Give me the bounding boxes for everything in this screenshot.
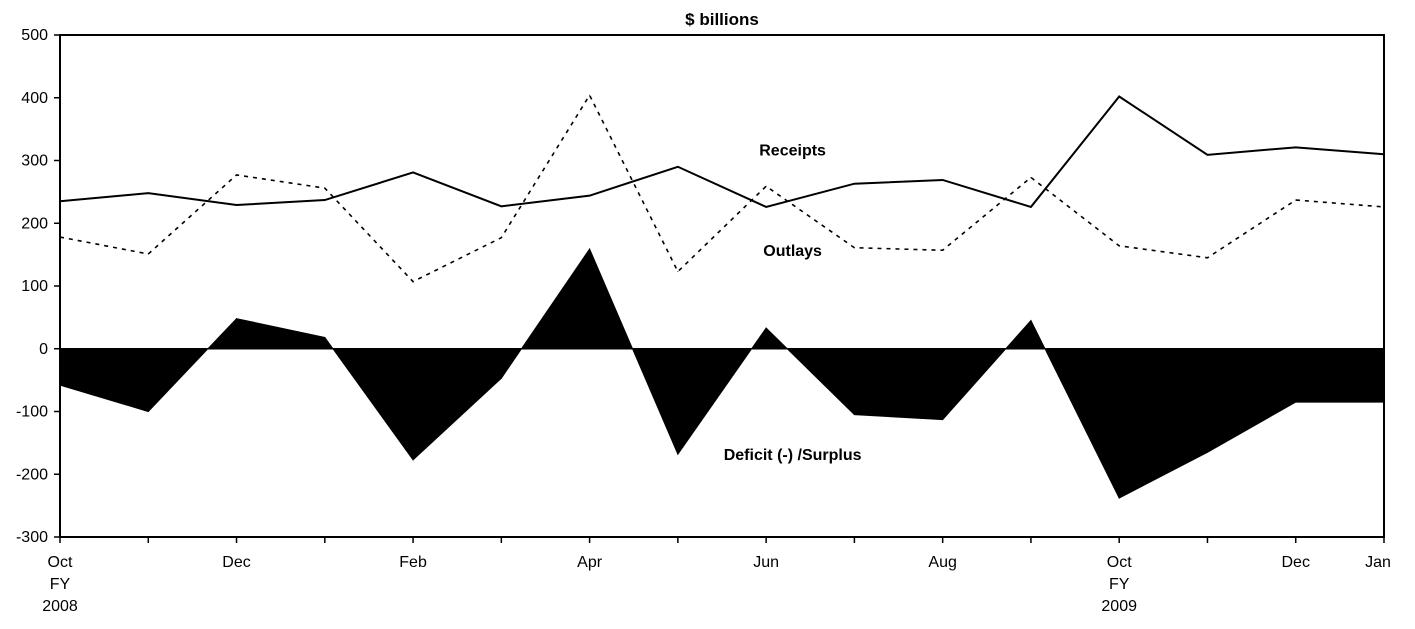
series-lines-layer — [60, 95, 1385, 282]
outlays-point-12 — [1119, 245, 1120, 246]
receipts-point-10 — [942, 179, 943, 180]
deficit-point-8 — [766, 328, 767, 329]
outlays-point-10 — [942, 250, 943, 251]
receipts-line — [60, 96, 1384, 206]
receipts-point-11 — [1030, 206, 1031, 207]
annotation-layer: Receipts Outlays Deficit (-) /Surplus — [724, 142, 862, 463]
deficit-area-layer — [60, 248, 1385, 498]
receipts-point-8 — [766, 206, 767, 207]
deficit-point-9 — [854, 414, 855, 415]
y-tick-label-100: 100 — [21, 278, 48, 295]
receipts-point-9 — [854, 183, 855, 184]
deficit-point-5 — [501, 378, 502, 379]
deficit-point-13 — [1207, 452, 1208, 453]
y-tick-label-0: 0 — [39, 341, 48, 358]
y-tick-label-200: 200 — [21, 215, 48, 232]
deficit-point-6 — [589, 248, 590, 249]
receipts-point-13 — [1207, 154, 1208, 155]
chart-title: $ billions — [685, 10, 759, 29]
x-tick-label-8: Jun — [753, 554, 779, 571]
outlays-point-8 — [766, 186, 767, 187]
y-tick-label-400: 400 — [21, 90, 48, 107]
outlays-point-9 — [854, 247, 855, 248]
annotation-0: Receipts — [759, 142, 826, 159]
deficit-point-7 — [677, 454, 678, 455]
y-tick-label--300: -300 — [16, 529, 48, 546]
deficit-point-10 — [942, 419, 943, 420]
x-tick-label-10: Aug — [928, 554, 956, 571]
x-tick-label-2: Dec — [222, 554, 250, 571]
deficit-point-2 — [236, 318, 237, 319]
deficit-point-1 — [148, 411, 149, 412]
deficit-point-3 — [324, 337, 325, 338]
receipts-point-2 — [236, 205, 237, 206]
x-tick-label-12: Oct FY 2009 — [1101, 554, 1137, 615]
receipts-point-14 — [1295, 147, 1296, 148]
x-tick-label-14: Dec — [1282, 554, 1310, 571]
deficit-point-12 — [1119, 498, 1120, 499]
y-tick-label--200: -200 — [16, 466, 48, 483]
receipts-point-4 — [413, 172, 414, 173]
outlays-point-3 — [324, 188, 325, 189]
deficit-point-14 — [1295, 402, 1296, 403]
x-tick-label-6: Apr — [577, 554, 603, 571]
outlays-point-13 — [1207, 257, 1208, 258]
deficit-surplus-area — [60, 249, 1384, 498]
outlays-point-4 — [413, 281, 414, 282]
outlays-point-14 — [1295, 200, 1296, 201]
x-tick-label-15: Jan — [1365, 554, 1391, 571]
outlays-line — [60, 95, 1384, 281]
x-tick-label-4: Feb — [399, 554, 427, 571]
outlays-point-11 — [1030, 177, 1031, 178]
receipts-point-12 — [1119, 96, 1120, 97]
axes-layer: 500 400 300 200 100 0 -100 -200 -300 Oct FY 2008 Dec… — [16, 27, 1391, 615]
outlays-point-7 — [677, 271, 678, 272]
outlays-point-1 — [148, 253, 149, 254]
deficit-point-11 — [1030, 320, 1031, 321]
annotation-2: Deficit (-) /Surplus — [724, 447, 862, 464]
receipts-point-3 — [324, 200, 325, 201]
receipts-point-6 — [589, 195, 590, 196]
x-tick-label-0: Oct FY 2008 — [42, 554, 78, 615]
deficit-point-4 — [413, 459, 414, 460]
y-tick-label--100: -100 — [16, 404, 48, 421]
outlays-point-5 — [501, 237, 502, 238]
outlays-point-2 — [236, 174, 237, 175]
receipts-point-7 — [677, 166, 678, 167]
y-tick-label-500: 500 — [21, 27, 48, 44]
receipts-point-1 — [148, 193, 149, 194]
outlays-point-6 — [589, 95, 590, 96]
annotation-1: Outlays — [763, 243, 822, 260]
y-tick-label-300: 300 — [21, 153, 48, 170]
receipts-point-5 — [501, 206, 502, 207]
